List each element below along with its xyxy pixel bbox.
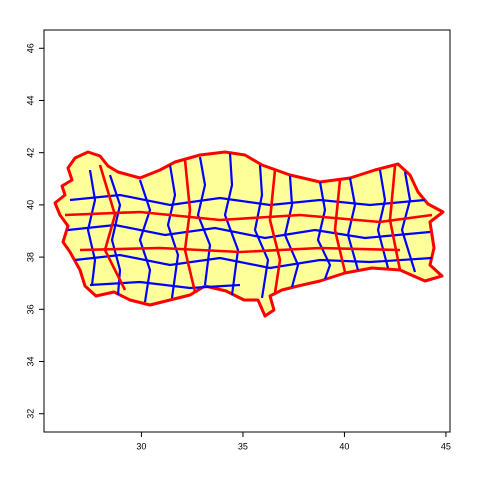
x-tick-label: 45 bbox=[441, 441, 451, 451]
x-tick-label: 40 bbox=[339, 441, 349, 451]
province-borders bbox=[64, 159, 433, 294]
y-tick-label: 32 bbox=[25, 409, 35, 419]
y-tick-label: 36 bbox=[25, 304, 35, 314]
x-tick-label: 30 bbox=[136, 441, 146, 451]
district-borders bbox=[67, 152, 433, 303]
map bbox=[53, 150, 445, 318]
y-tick-label: 40 bbox=[25, 200, 35, 210]
y-tick-label: 46 bbox=[25, 43, 35, 53]
y-tick-label: 38 bbox=[25, 252, 35, 262]
y-tick-label: 34 bbox=[25, 357, 35, 367]
y-tick-label: 44 bbox=[25, 95, 35, 105]
plot-box bbox=[43, 29, 451, 433]
y-tick-label: 42 bbox=[25, 148, 35, 158]
x-tick-label: 35 bbox=[238, 441, 248, 451]
